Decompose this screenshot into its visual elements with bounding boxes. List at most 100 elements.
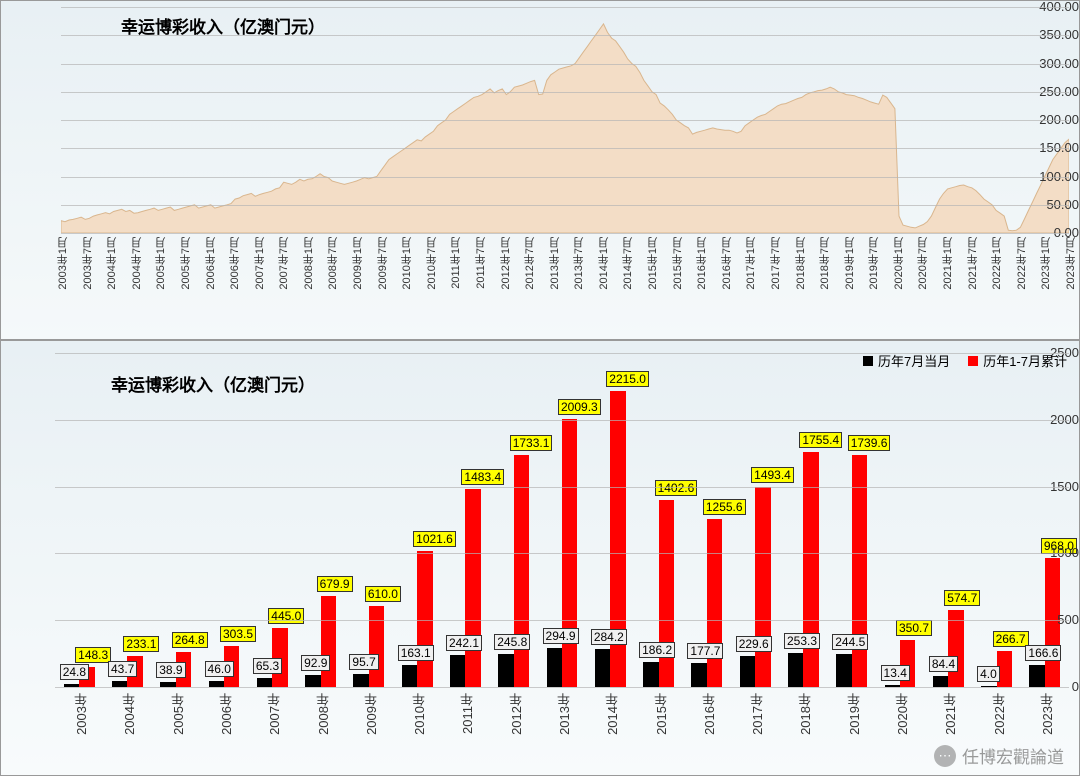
bottom-chart-panel: 幸运博彩收入（亿澳门元） 历年7月当月 历年1-7月累计 24.8148.343… xyxy=(0,340,1080,776)
x-tick-label: 2015年 xyxy=(652,693,671,735)
value-label-july: 253.3 xyxy=(784,633,820,649)
x-tick-label: 2020年1月 xyxy=(891,237,907,290)
x-tick-label: 2010年7月 xyxy=(424,237,440,290)
x-tick-label: 2018年 xyxy=(796,693,815,735)
x-tick-label: 2006年1月 xyxy=(203,237,219,290)
x-tick-label: 2003年1月 xyxy=(55,237,71,290)
value-label-cum: 1739.6 xyxy=(848,435,891,451)
x-tick-label: 2022年7月 xyxy=(1014,237,1030,290)
gridline xyxy=(61,7,1069,8)
value-label-cum: 303.5 xyxy=(220,626,256,642)
value-label-cum: 2009.3 xyxy=(558,399,601,415)
x-tick-label: 2013年 xyxy=(555,693,574,735)
bar-cum xyxy=(659,500,674,687)
x-tick-label: 2023年 xyxy=(1038,693,1057,735)
bar-july xyxy=(305,675,320,687)
value-label-july: 65.3 xyxy=(253,658,282,674)
x-tick-label: 2021年 xyxy=(941,693,960,735)
bar-cum xyxy=(755,487,770,687)
x-tick-label: 2009年1月 xyxy=(350,237,366,290)
bar-cum xyxy=(514,455,529,687)
x-tick-label: 2011年7月 xyxy=(473,237,489,289)
watermark: ⋯ 任博宏觀論道 xyxy=(934,743,1064,768)
x-tick-label: 2016年 xyxy=(700,693,719,735)
x-tick-label: 2007年1月 xyxy=(252,237,268,290)
bar-july xyxy=(643,662,658,687)
gridline xyxy=(55,687,1069,688)
x-tick-label: 2004年1月 xyxy=(104,237,120,290)
x-tick-label: 2003年7月 xyxy=(80,237,96,290)
bar-july xyxy=(740,656,755,687)
x-tick-label: 2015年7月 xyxy=(670,237,686,290)
value-label-cum: 266.7 xyxy=(993,631,1029,647)
value-label-july: 38.9 xyxy=(156,662,185,678)
x-tick-label: 2018年1月 xyxy=(793,237,809,290)
value-label-cum: 610.0 xyxy=(365,586,401,602)
value-label-july: 13.4 xyxy=(881,665,910,681)
value-label-cum: 679.9 xyxy=(317,576,353,592)
area-path xyxy=(61,24,1069,233)
x-tick-label: 2007年7月 xyxy=(276,237,292,290)
bar-cum xyxy=(465,489,480,687)
x-tick-label: 2011年 xyxy=(458,693,477,734)
x-tick-label: 2019年1月 xyxy=(842,237,858,290)
legend-swatch-red xyxy=(968,356,978,366)
bar-july xyxy=(547,648,562,687)
x-tick-label: 2016年1月 xyxy=(694,237,710,290)
x-tick-label: 2018年7月 xyxy=(817,237,833,290)
wechat-icon: ⋯ xyxy=(934,745,956,767)
x-tick-label: 2005年1月 xyxy=(153,237,169,290)
x-tick-label: 2013年7月 xyxy=(571,237,587,290)
x-tick-label: 2022年1月 xyxy=(989,237,1005,290)
value-label-cum: 1483.4 xyxy=(461,469,504,485)
x-tick-label: 2019年 xyxy=(845,693,864,735)
x-tick-label: 2006年 xyxy=(217,693,236,735)
gridline xyxy=(55,620,1069,621)
bar-july xyxy=(450,655,465,687)
top-chart-panel: 幸运博彩收入（亿澳门元） 0.0050.00100.00150.00200.00… xyxy=(0,0,1080,340)
bar-july xyxy=(498,654,513,687)
value-label-july: 46.0 xyxy=(205,661,234,677)
value-label-cum: 350.7 xyxy=(896,620,932,636)
gridline xyxy=(61,92,1069,93)
x-tick-label: 2014年1月 xyxy=(596,237,612,290)
x-tick-label: 2023年1月 xyxy=(1038,237,1054,290)
gridline xyxy=(61,177,1069,178)
gridline xyxy=(61,64,1069,65)
bar-cum xyxy=(417,551,432,687)
x-tick-label: 2022年 xyxy=(990,693,1009,735)
value-label-cum: 1402.6 xyxy=(655,480,698,496)
x-tick-label: 2003年 xyxy=(72,693,91,735)
legend-label-cum: 历年1-7月累计 xyxy=(983,351,1067,370)
value-label-july: 166.6 xyxy=(1025,645,1061,661)
value-label-july: 242.1 xyxy=(446,635,482,651)
value-label-july: 24.8 xyxy=(60,664,89,680)
value-label-july: 229.6 xyxy=(736,636,772,652)
bottom-chart-plot: 24.8148.343.7233.138.9264.846.0303.565.3… xyxy=(55,353,1069,687)
x-tick-label: 2021年7月 xyxy=(965,237,981,290)
x-tick-label: 2010年1月 xyxy=(399,237,415,290)
x-tick-label: 2009年7月 xyxy=(375,237,391,290)
value-label-july: 186.2 xyxy=(639,642,675,658)
x-tick-label: 2014年7月 xyxy=(620,237,636,290)
value-label-july: 84.4 xyxy=(929,656,958,672)
x-tick-label: 2017年7月 xyxy=(768,237,784,290)
x-tick-label: 2019年7月 xyxy=(866,237,882,290)
value-label-july: 245.8 xyxy=(494,634,530,650)
value-label-cum: 148.3 xyxy=(75,647,111,663)
gridline xyxy=(61,233,1069,234)
value-label-cum: 1493.4 xyxy=(751,467,794,483)
value-label-july: 92.9 xyxy=(301,655,330,671)
x-tick-label: 2014年 xyxy=(603,693,622,735)
value-label-cum: 1755.4 xyxy=(799,432,842,448)
x-tick-label: 2017年 xyxy=(748,693,767,735)
x-tick-label: 2004年7月 xyxy=(129,237,145,290)
bar-july xyxy=(691,663,706,687)
gridline xyxy=(55,420,1069,421)
x-tick-label: 2005年7月 xyxy=(178,237,194,290)
bar-july xyxy=(836,654,851,687)
value-label-july: 4.0 xyxy=(977,666,1000,682)
x-tick-label: 2010年 xyxy=(410,693,429,735)
bar-cum xyxy=(369,606,384,687)
x-tick-label: 2007年 xyxy=(265,693,284,735)
